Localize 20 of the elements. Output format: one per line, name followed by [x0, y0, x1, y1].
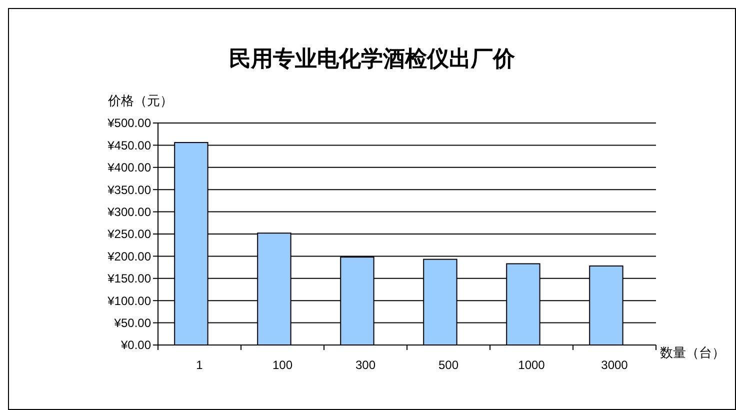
x-tick-label: 300 — [355, 358, 376, 372]
y-tick-label: ¥50.00 — [113, 316, 152, 330]
y-tick-label: ¥300.00 — [106, 205, 152, 219]
y-tick-label: ¥350.00 — [106, 182, 152, 197]
y-tick-label: ¥0.00 — [120, 338, 152, 352]
x-tick-label: 3000 — [601, 358, 628, 372]
y-tick-label: ¥500.00 — [106, 116, 152, 130]
x-tick-label: 1 — [196, 358, 204, 372]
y-tick-label: ¥400.00 — [106, 160, 152, 175]
x-axis-title: 数量（台） — [660, 345, 725, 360]
y-tick-label: ¥450.00 — [106, 138, 152, 152]
x-tick-label: 100 — [272, 358, 293, 372]
chart-title: 民用专业电化学酒检仪出厂价 — [229, 46, 516, 71]
y-tick-label: ¥100.00 — [106, 294, 152, 308]
y-axis-title: 价格（元） — [107, 93, 173, 108]
y-tick-label: ¥200.00 — [106, 249, 152, 264]
y-tick-label: ¥250.00 — [106, 227, 152, 242]
x-tick-label: 500 — [438, 358, 459, 372]
y-tick-label: ¥150.00 — [106, 272, 152, 286]
x-tick-label: 1000 — [518, 358, 546, 372]
